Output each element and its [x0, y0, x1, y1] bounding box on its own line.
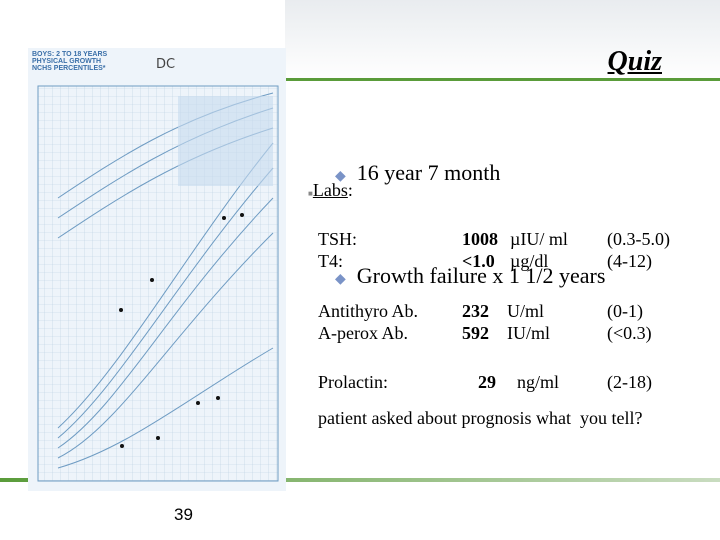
chart-header-line: PHYSICAL GROWTH [32, 58, 101, 65]
bullet-text: 16 year 7 month [356, 160, 501, 185]
lab-range: (4-12) [607, 251, 652, 271]
labs-colon: : [347, 180, 353, 200]
lab-value: 592 [462, 323, 489, 343]
chart-initials: DC [156, 57, 175, 72]
labs-heading: ■Labs: [308, 180, 353, 200]
page-number: 39 [174, 505, 193, 524]
bullet-text: Growth failure x 1 1/2 years [356, 263, 606, 288]
bullet: ◆ 16 year 7 month [335, 160, 501, 185]
lab-test: TSH: [318, 229, 358, 249]
header-band [285, 0, 720, 80]
lab-unit: ng/ml [517, 372, 560, 392]
lab-value: 29 [478, 372, 496, 392]
lab-range: (0.3-5.0) [607, 229, 670, 249]
lab-test: Prolactin: [318, 372, 388, 392]
lab-value: 232 [462, 301, 489, 321]
bullet: ◆ Growth failure x 1 1/2 years [335, 263, 606, 288]
lab-value: <1.0 [462, 251, 495, 271]
lab-range: (2-18) [607, 372, 652, 392]
header-rule [285, 78, 720, 81]
chart-header: BOYS: 2 TO 18 YEARS PHYSICAL GROWTH NCHS P… [32, 51, 108, 72]
footer-rule [0, 478, 720, 482]
growth-chart-image: BOYS: 2 TO 18 YEARS PHYSICAL GROWTH NCHS P… [28, 48, 286, 491]
lab-range: (<0.3) [607, 323, 652, 343]
bullet-list: ◆ 16 year 7 month ◆ Growth failure x 1 1… [335, 90, 605, 362]
lab-range: (0-1) [607, 301, 643, 321]
lab-test: A-perox Ab. [318, 323, 408, 343]
lab-test: T4: [318, 251, 343, 271]
slide-title: Quiz [607, 46, 662, 77]
chart-header-line: NCHS PERCENTILES* [32, 65, 106, 72]
lab-test: Antithyro Ab. [318, 301, 419, 321]
lab-unit: µg/dl [510, 251, 549, 271]
chart-header-line: BOYS: 2 TO 18 YEARS [32, 51, 108, 58]
lab-value: 1008 [462, 229, 498, 249]
lab-unit: µIU/ ml [510, 229, 568, 249]
lab-unit: U/ml [507, 301, 545, 321]
labs-heading-text: Labs [312, 180, 348, 200]
question: patient asked about prognosis what you t… [318, 408, 643, 428]
lab-unit: IU/ml [507, 323, 550, 343]
